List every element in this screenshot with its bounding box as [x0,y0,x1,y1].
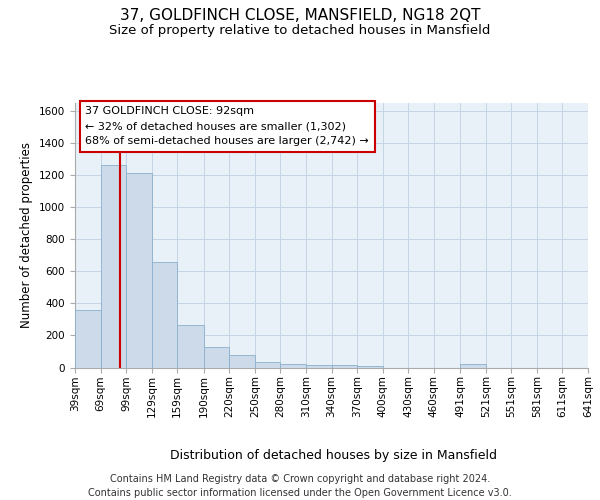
Text: 37, GOLDFINCH CLOSE, MANSFIELD, NG18 2QT: 37, GOLDFINCH CLOSE, MANSFIELD, NG18 2QT [120,8,480,22]
Text: Distribution of detached houses by size in Mansfield: Distribution of detached houses by size … [170,450,497,462]
Text: Contains HM Land Registry data © Crown copyright and database right 2024.
Contai: Contains HM Land Registry data © Crown c… [88,474,512,498]
Bar [75,310,101,368]
Bar [229,354,255,368]
Bar [280,364,306,368]
Bar [126,173,152,368]
Bar [152,262,177,368]
Y-axis label: Number of detached properties: Number of detached properties [20,142,34,328]
Bar [255,362,280,368]
Text: 37 GOLDFINCH CLOSE: 92sqm
← 32% of detached houses are smaller (1,302)
68% of se: 37 GOLDFINCH CLOSE: 92sqm ← 32% of detac… [85,106,369,146]
Bar [331,366,357,368]
Text: Size of property relative to detached houses in Mansfield: Size of property relative to detached ho… [109,24,491,37]
Bar [460,364,486,368]
Bar [203,346,229,368]
Bar [357,366,383,368]
Bar [101,165,126,368]
Bar [177,325,203,368]
Bar [306,365,331,368]
